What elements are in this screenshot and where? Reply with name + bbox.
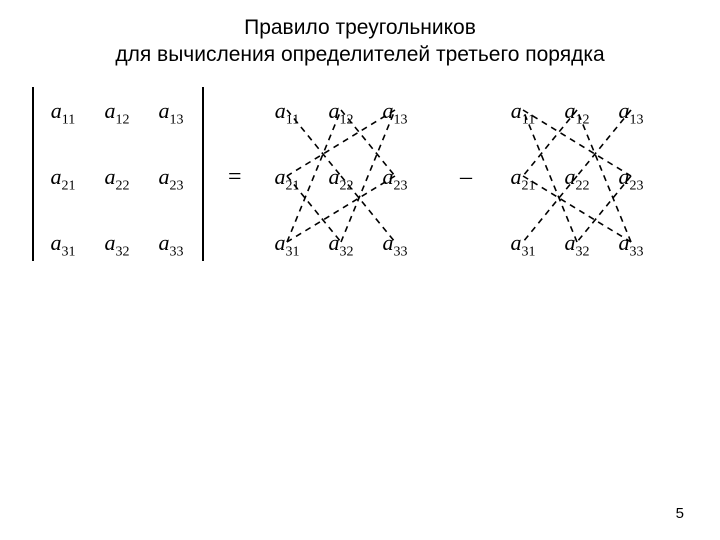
- determinant-bar-right: [202, 87, 204, 261]
- matrix-element: a12: [318, 98, 364, 128]
- title-line-2: для вычисления определителей третьего по…: [115, 43, 604, 66]
- matrix-element: a23: [372, 164, 418, 194]
- matrix-minus-terms: a11 a12 a13 a21 a22 a23 a31 a32 a33: [500, 84, 662, 282]
- matrix-element: a13: [608, 98, 654, 128]
- equals-sign: =: [228, 164, 242, 191]
- matrix-element: a32: [318, 230, 364, 260]
- matrix-element: a12: [94, 98, 140, 128]
- matrix-element: a31: [500, 230, 546, 260]
- matrix-element: a32: [554, 230, 600, 260]
- matrix-element: a21: [500, 164, 546, 194]
- matrix-element: a22: [94, 164, 140, 194]
- matrix-element: a21: [40, 164, 86, 194]
- matrix-plus-terms: a11 a12 a13 a21 a22 a23 a31 a32 a33: [264, 84, 426, 282]
- matrix-element: a21: [264, 164, 310, 194]
- matrix-element: a32: [94, 230, 140, 260]
- matrix-element: a12: [554, 98, 600, 128]
- matrix-element: a13: [148, 98, 194, 128]
- matrix-element: a13: [372, 98, 418, 128]
- matrix-element: a23: [148, 164, 194, 194]
- matrix-element: a11: [40, 98, 86, 128]
- matrix-element: a33: [372, 230, 418, 260]
- matrix-element: a22: [318, 164, 364, 194]
- matrix-element: a31: [264, 230, 310, 260]
- matrix-element: a11: [264, 98, 310, 128]
- matrix-element: a33: [148, 230, 194, 260]
- matrix-element: a31: [40, 230, 86, 260]
- matrix-determinant: a11 a12 a13 a21 a22 a23 a31 a32 a33: [40, 84, 202, 282]
- page-number: 5: [676, 505, 684, 522]
- page-title: Правило треугольников для вычисления опр…: [0, 0, 720, 69]
- matrix-element: a22: [554, 164, 600, 194]
- matrix-element: a11: [500, 98, 546, 128]
- triangle-rule-diagram: a11a12a13a21a22a23a31a32a33 = a11a12a13a…: [32, 84, 702, 284]
- matrix-element: a23: [608, 164, 654, 194]
- determinant-bar-left: [32, 87, 34, 261]
- minus-sign: –: [460, 164, 472, 191]
- title-line-1: Правило треугольников: [244, 16, 476, 39]
- matrix-element: a33: [608, 230, 654, 260]
